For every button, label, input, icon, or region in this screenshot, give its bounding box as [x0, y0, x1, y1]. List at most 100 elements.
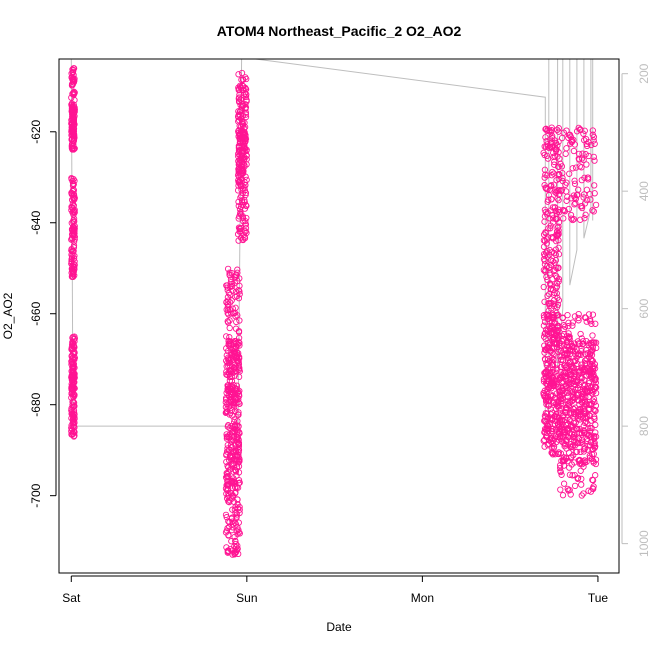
data-point [546, 325, 553, 332]
axes-layer: Sat Sun Mon Tue -620 -640 -660 -680 -700 200 400 60… [29, 63, 650, 605]
data-point [568, 136, 575, 144]
data-point [70, 192, 78, 199]
data-point [68, 131, 76, 138]
data-point [564, 350, 571, 357]
data-point [590, 208, 597, 215]
data-point [231, 399, 238, 406]
data-point [68, 428, 75, 435]
data-point [589, 311, 597, 318]
data-point [70, 399, 78, 406]
y-tick-label: -680 [29, 392, 43, 416]
data-point [235, 334, 243, 342]
data-point [542, 229, 549, 236]
data-point [549, 349, 556, 356]
data-point [563, 405, 571, 412]
data-point [226, 519, 233, 526]
data-point [549, 373, 557, 381]
data-point [560, 215, 567, 222]
data-point [223, 471, 231, 478]
data-point [71, 177, 78, 185]
data-point [552, 207, 559, 214]
data-point [68, 144, 76, 152]
data-point [227, 454, 234, 461]
x-axis-label: Date [326, 620, 352, 634]
data-point [235, 529, 243, 536]
data-point [551, 303, 558, 310]
data-point [572, 434, 579, 441]
data-point [555, 223, 562, 230]
data-point [575, 317, 582, 324]
data-point [545, 377, 552, 385]
data-point [228, 363, 236, 370]
data-point [548, 182, 555, 189]
data-point [70, 354, 77, 361]
data-point [236, 506, 243, 513]
data-point [562, 404, 570, 411]
data-point [224, 318, 231, 325]
data-point [70, 242, 78, 249]
y-tick-label: -700 [29, 483, 43, 507]
data-point [569, 322, 576, 329]
data-point [549, 235, 557, 242]
data-point [573, 425, 580, 432]
data-point [238, 106, 245, 113]
data-point [581, 398, 589, 405]
data-point [563, 197, 570, 204]
data-point [578, 374, 586, 382]
data-point [541, 436, 548, 444]
data-point [238, 69, 246, 77]
data-point [589, 339, 596, 346]
data-point [69, 339, 76, 346]
data-point [583, 186, 591, 193]
data-point [567, 140, 574, 147]
data-point [566, 471, 574, 478]
data-point [235, 215, 242, 222]
data-point [71, 272, 78, 279]
data-point [69, 417, 77, 424]
data-point [71, 392, 78, 399]
data-point [242, 84, 249, 92]
data-point [568, 215, 575, 222]
data-point [69, 111, 76, 118]
data-point [571, 418, 578, 425]
data-point [540, 283, 547, 291]
data-point [591, 361, 599, 368]
y-tick-label: -640 [29, 210, 43, 234]
data-point [232, 354, 240, 361]
data-point [238, 104, 245, 111]
data-point [541, 181, 548, 189]
data-point [583, 356, 590, 363]
data-point [557, 468, 564, 476]
data-point [583, 360, 591, 367]
data-point [558, 163, 566, 170]
data-point [566, 430, 573, 437]
data-point [579, 338, 587, 345]
data-point [224, 482, 231, 489]
data-point [232, 484, 239, 491]
data-point [243, 152, 250, 159]
data-point [233, 472, 240, 479]
data-point [235, 458, 243, 466]
data-point [583, 347, 590, 354]
data-point [543, 410, 551, 418]
data-point [588, 369, 596, 376]
data-point [583, 414, 590, 422]
y2-tick-label: 600 [637, 298, 650, 318]
data-point [224, 286, 231, 294]
data-point [560, 454, 567, 461]
data-point [544, 344, 551, 351]
data-point [582, 151, 589, 158]
data-point [236, 387, 243, 395]
data-point [565, 487, 572, 494]
data-point [553, 280, 561, 287]
data-point [568, 347, 575, 354]
data-point [588, 400, 596, 407]
data-point [587, 318, 594, 325]
data-point [551, 336, 558, 343]
data-point [584, 350, 591, 357]
data-point [557, 464, 564, 472]
data-point [231, 447, 239, 454]
data-point [235, 423, 242, 430]
data-point [558, 357, 565, 364]
data-point [70, 105, 77, 112]
